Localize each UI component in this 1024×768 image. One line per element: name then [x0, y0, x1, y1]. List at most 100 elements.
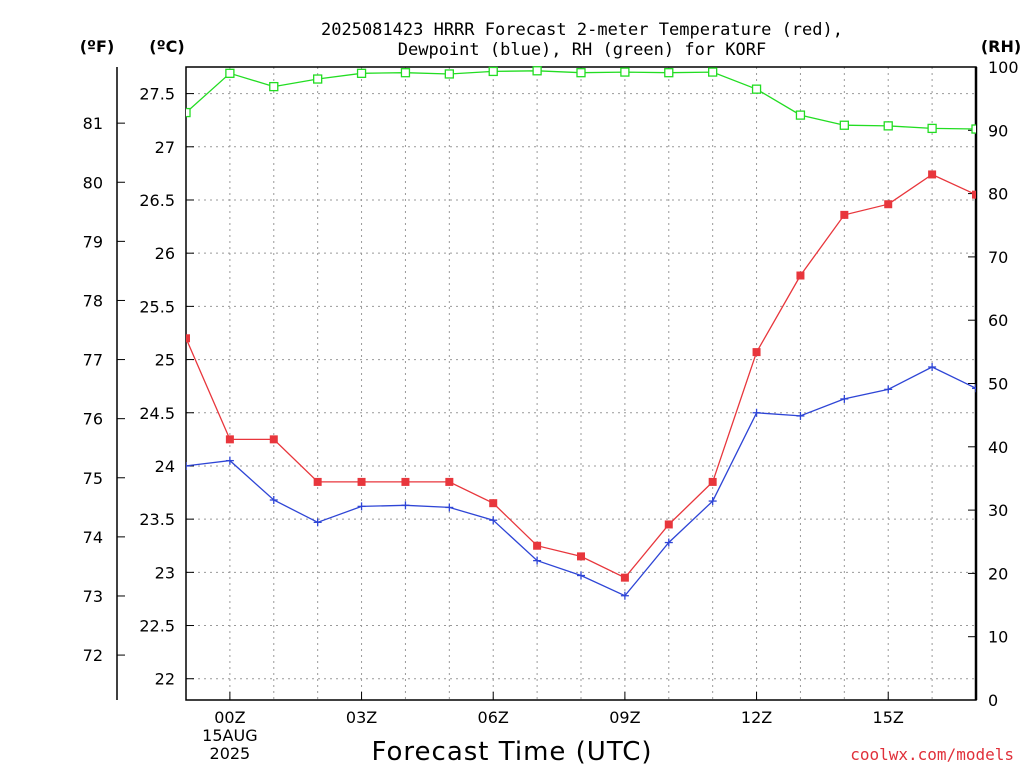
series-layer [186, 66, 976, 600]
rh-point [186, 107, 191, 118]
unit-label-celsius: (ºC) [149, 37, 184, 56]
rh-tick-label: 10 [988, 628, 1008, 647]
dewpoint-point [445, 503, 454, 512]
unit-label-fahrenheit: (ºF) [80, 37, 115, 56]
x-axis-title: Forecast Time (UTC) [371, 737, 652, 767]
rh-tick-label: 90 [988, 121, 1008, 140]
fahrenheit-tick-label: 74 [83, 528, 103, 547]
rh-point [883, 121, 893, 131]
rh-tick-label: 30 [988, 501, 1008, 520]
celsius-tick-label: 27.5 [139, 85, 175, 104]
rh-point [313, 74, 323, 84]
dewpoint-point [928, 363, 937, 372]
dewpoint-point [620, 591, 629, 600]
temperature-point [489, 499, 498, 508]
x-tick-label: 09Z [609, 708, 640, 727]
axes: 22 22.5 23 23.5 24 24.5 25 25.5 26 26.5 27 27.5 72 73… [83, 58, 1019, 763]
dewpoint-point [225, 456, 234, 465]
fahrenheit-tick-label: 80 [83, 173, 103, 192]
dewpoint-point [664, 538, 673, 547]
dewpoint-point [401, 501, 410, 510]
temperature-point [928, 170, 937, 179]
celsius-tick-label: 23 [155, 563, 175, 582]
rh-point [356, 68, 367, 78]
celsius-tick-label: 22 [155, 670, 175, 689]
celsius-tick-label: 27 [155, 138, 175, 157]
rh-tick-label: 50 [988, 375, 1008, 394]
rh-tick-label: 40 [988, 438, 1008, 457]
temperature-point [620, 573, 629, 582]
celsius-tick-label: 24 [155, 457, 175, 476]
rh-point [751, 84, 762, 94]
dewpoint-point [972, 384, 976, 393]
temperature-point [533, 541, 542, 550]
dewpoint-point [313, 518, 322, 527]
fahrenheit-tick-label: 81 [83, 114, 103, 133]
dewpoint-point [269, 495, 278, 504]
celsius-tick-label: 25 [155, 351, 175, 370]
celsius-tick-label: 25.5 [139, 297, 175, 316]
temperature-point [796, 271, 805, 280]
dewpoint-point [357, 502, 366, 511]
rh-tick-label: 0 [988, 691, 998, 710]
rh-point [620, 67, 630, 77]
grid-lines [186, 67, 976, 700]
celsius-tick-label: 23.5 [139, 510, 175, 529]
fahrenheit-tick-label: 78 [83, 291, 103, 310]
x-tick-date-label: 15AUG [202, 726, 257, 745]
dewpoint-point [884, 385, 893, 394]
celsius-tick-label: 24.5 [139, 404, 175, 423]
rh-point [839, 120, 849, 130]
rh-point [664, 68, 674, 78]
rh-tick-label: 80 [988, 185, 1008, 204]
x-tick-label: 12Z [741, 708, 772, 727]
fahrenheit-tick-label: 73 [83, 587, 103, 606]
temperature-point [269, 435, 278, 444]
series-clip-group [186, 66, 976, 600]
dewpoint-point [752, 408, 761, 417]
celsius-tick-label: 22.5 [139, 617, 175, 636]
temperature-point [186, 334, 190, 343]
x-tick-label: 03Z [346, 708, 377, 727]
celsius-tick-label: 26 [155, 244, 175, 263]
temperature-point [577, 552, 585, 561]
rh-point [269, 81, 279, 92]
temperature-point [225, 435, 234, 444]
dewpoint-point [489, 516, 498, 525]
plot-frame [185, 66, 977, 701]
rh-point [400, 68, 411, 78]
dewpoint-point [708, 497, 717, 506]
rh-point [971, 124, 976, 134]
chart-title-line2: Dewpoint (blue), RH (green) for KORF [398, 40, 766, 60]
temperature-point [884, 200, 893, 209]
unit-label-rh: (RH) [981, 37, 1021, 56]
dewpoint-point [533, 556, 542, 565]
celsius-tick-label: 26.5 [139, 191, 175, 210]
temperature-point [664, 520, 673, 529]
rh-tick-label: 20 [988, 564, 1008, 583]
rh-tick-label: 70 [988, 248, 1008, 267]
dewpoint-point [796, 411, 805, 420]
dewpoint-point [577, 571, 585, 580]
rh-point [532, 66, 542, 76]
fahrenheit-tick-label: 76 [83, 410, 103, 429]
rh-tick-label: 100 [988, 58, 1019, 77]
rh-tick-label: 60 [988, 311, 1008, 330]
temperature-point [708, 477, 717, 486]
temperature-point [401, 477, 410, 486]
credit-text: coolwx.com/models [850, 745, 1014, 764]
rh-point [576, 68, 586, 78]
dewpoint-point [840, 394, 849, 403]
rh-point [225, 68, 235, 78]
temperature-point [840, 210, 849, 219]
x-tick-year-label: 2025 [210, 744, 251, 763]
fahrenheit-tick-label: 72 [83, 646, 103, 665]
temperature-point [972, 190, 976, 199]
temperature-point [445, 477, 454, 486]
x-tick-label: 00Z [214, 708, 245, 727]
fahrenheit-tick-label: 77 [83, 351, 103, 370]
rh-point [795, 110, 806, 120]
chart-title-line1: 2025081423 HRRR Forecast 2-meter Tempera… [321, 20, 843, 40]
fahrenheit-tick-label: 79 [83, 232, 103, 251]
